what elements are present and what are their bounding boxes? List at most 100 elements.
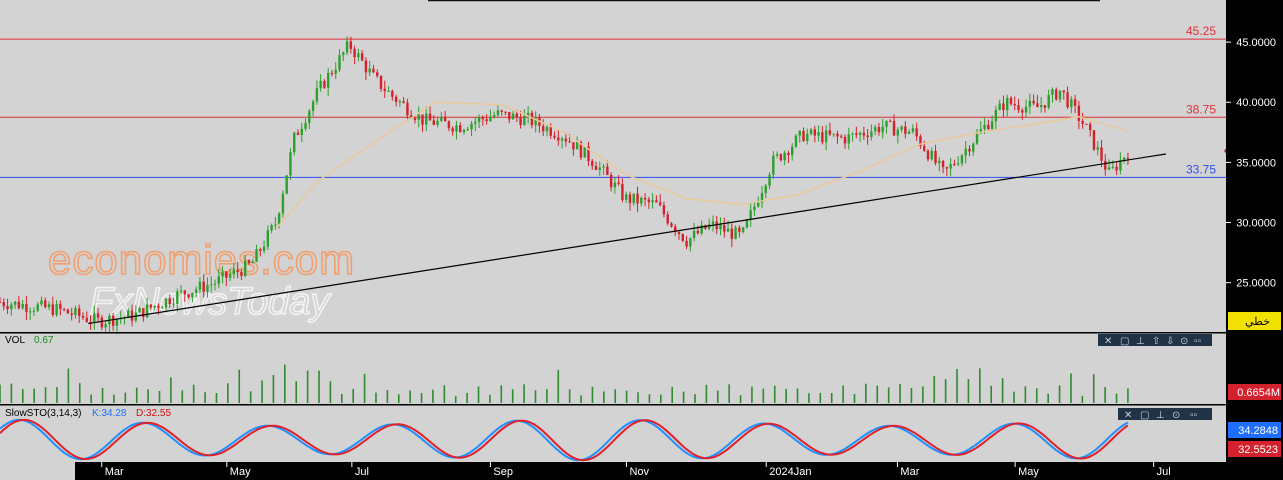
candle-body bbox=[813, 129, 817, 136]
candle-body bbox=[723, 225, 726, 232]
volume-bar bbox=[1058, 385, 1061, 403]
time-tick-label: Sep bbox=[493, 466, 513, 478]
candle-body bbox=[1051, 89, 1054, 95]
volume-bar bbox=[625, 390, 628, 403]
volume-bar bbox=[705, 384, 708, 403]
pin-icon[interactable]: ⊥ bbox=[1136, 336, 1145, 347]
more-icon[interactable]: ▫▫ bbox=[1190, 410, 1197, 421]
candle-body bbox=[255, 249, 258, 262]
volume-bar bbox=[830, 393, 833, 403]
more-icon[interactable]: ▫▫ bbox=[1194, 336, 1201, 347]
candle-body bbox=[655, 200, 658, 203]
candle-body bbox=[670, 223, 673, 227]
sto-toolbar[interactable] bbox=[1118, 408, 1212, 420]
candle-body bbox=[572, 142, 575, 150]
volume-bar bbox=[90, 394, 92, 403]
candle-body bbox=[436, 120, 439, 125]
window-icon[interactable]: ▢ bbox=[1120, 336, 1129, 347]
volume-bar bbox=[318, 370, 320, 403]
candle-body bbox=[530, 112, 534, 126]
candle-body bbox=[817, 132, 820, 136]
volume-bar bbox=[910, 388, 913, 403]
candle-body bbox=[145, 304, 149, 318]
candle-body bbox=[236, 269, 239, 273]
volume-bar bbox=[1001, 378, 1004, 403]
volume-bar bbox=[637, 392, 639, 403]
candle-body bbox=[477, 117, 481, 122]
candle-body bbox=[198, 281, 202, 290]
volume-bar bbox=[352, 388, 354, 403]
candle-body bbox=[647, 199, 651, 203]
price-tick-label: 30.0000 bbox=[1236, 218, 1276, 230]
candle-body bbox=[6, 306, 9, 309]
candle-body bbox=[130, 310, 134, 321]
candle-body bbox=[1039, 105, 1043, 108]
candle-body bbox=[462, 130, 466, 133]
volume-last-badge bbox=[1228, 384, 1281, 400]
candle-body bbox=[1024, 106, 1028, 113]
volume-bar bbox=[694, 394, 696, 403]
candle-body bbox=[168, 298, 171, 305]
volume-bar bbox=[375, 392, 377, 403]
candle-body bbox=[1036, 103, 1039, 108]
candle-body bbox=[372, 68, 375, 73]
candle-body bbox=[1058, 90, 1062, 100]
candle-body bbox=[1126, 157, 1130, 159]
volume-toolbar[interactable] bbox=[1098, 334, 1212, 346]
candle-body bbox=[387, 90, 390, 92]
volume-bar bbox=[773, 385, 776, 403]
candle-body bbox=[376, 72, 379, 76]
candle-body bbox=[696, 230, 700, 234]
volume-bar bbox=[329, 381, 332, 403]
close-icon[interactable]: ✕ bbox=[1104, 336, 1112, 347]
candle-body bbox=[470, 123, 473, 130]
candle-body bbox=[915, 128, 918, 137]
window-icon[interactable]: ▢ bbox=[1140, 410, 1149, 421]
close-icon[interactable]: ✕ bbox=[1124, 410, 1132, 421]
volume-bar bbox=[785, 388, 787, 403]
candle-body bbox=[217, 276, 220, 284]
candle-body bbox=[1104, 160, 1107, 170]
arrow-down-icon[interactable]: ⇩ bbox=[1166, 336, 1174, 347]
language-badge[interactable] bbox=[1228, 312, 1281, 330]
candle-body bbox=[1073, 99, 1077, 106]
candle-body bbox=[451, 128, 454, 132]
candle-body bbox=[274, 224, 277, 226]
candle-body bbox=[138, 308, 141, 313]
volume-bar bbox=[853, 394, 856, 403]
candle-body bbox=[443, 116, 447, 122]
candle-body bbox=[685, 240, 688, 247]
candle-body bbox=[741, 227, 745, 232]
candle-body bbox=[1092, 130, 1096, 150]
candle-body bbox=[628, 194, 632, 204]
volume-bar bbox=[170, 377, 172, 403]
volume-bar bbox=[397, 394, 400, 403]
candle-body bbox=[425, 113, 428, 125]
candle-body bbox=[270, 225, 273, 231]
volume-bar bbox=[124, 392, 127, 403]
candle-body bbox=[515, 113, 519, 118]
candle-body bbox=[594, 165, 598, 170]
sto-d-line bbox=[0, 418, 1129, 462]
candle-body bbox=[161, 307, 164, 309]
pin-icon[interactable]: ⊥ bbox=[1156, 410, 1165, 421]
sto-d-badge bbox=[1228, 441, 1281, 457]
candle-body bbox=[338, 55, 341, 70]
candle-body bbox=[968, 148, 971, 152]
candle-body bbox=[934, 150, 937, 164]
settings-icon[interactable]: ⊙ bbox=[1180, 336, 1188, 347]
candle-body bbox=[794, 135, 798, 147]
volume-bar bbox=[204, 392, 206, 403]
candle-body bbox=[406, 102, 409, 116]
sto-k-label: K:34.28 bbox=[92, 408, 127, 419]
candle-body bbox=[873, 127, 877, 132]
volume-bar bbox=[340, 393, 343, 403]
candle-body bbox=[847, 134, 850, 144]
candle-body bbox=[745, 220, 749, 228]
settings-icon[interactable]: ⊙ bbox=[1172, 410, 1180, 421]
level-label-45.25: 45.25 bbox=[1186, 24, 1216, 38]
candle-body bbox=[345, 41, 349, 53]
candle-body bbox=[851, 133, 854, 135]
candle-body bbox=[802, 130, 805, 141]
arrow-up-icon[interactable]: ⇧ bbox=[1152, 336, 1160, 347]
